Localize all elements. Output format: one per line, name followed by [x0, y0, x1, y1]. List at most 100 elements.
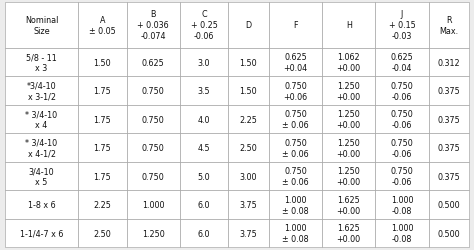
- Text: 0.375: 0.375: [438, 144, 460, 152]
- Bar: [428, 191, 469, 219]
- Bar: [228, 162, 269, 191]
- Bar: [180, 77, 228, 106]
- Bar: [180, 162, 228, 191]
- Bar: [269, 219, 322, 248]
- Bar: [322, 77, 375, 106]
- Bar: [5, 219, 78, 248]
- Text: 1-8 x 6: 1-8 x 6: [28, 200, 55, 209]
- Text: *3/4-10
x 3-1/2: *3/4-10 x 3-1/2: [27, 81, 56, 101]
- Text: 4.5: 4.5: [198, 144, 210, 152]
- Bar: [322, 134, 375, 162]
- Text: 0.750
± 0.06: 0.750 ± 0.06: [282, 138, 309, 158]
- Text: 2.25: 2.25: [239, 115, 257, 124]
- Bar: [78, 162, 127, 191]
- Bar: [78, 49, 127, 77]
- Bar: [127, 106, 180, 134]
- Bar: [180, 49, 228, 77]
- Text: 1.062
+0.00: 1.062 +0.00: [337, 53, 361, 73]
- Bar: [269, 2, 322, 49]
- Text: 3.75: 3.75: [239, 229, 257, 238]
- Text: 2.50: 2.50: [93, 229, 111, 238]
- Text: 0.750
-0.06: 0.750 -0.06: [391, 166, 413, 186]
- Bar: [322, 191, 375, 219]
- Bar: [322, 162, 375, 191]
- Bar: [228, 134, 269, 162]
- Bar: [78, 134, 127, 162]
- Bar: [269, 49, 322, 77]
- Bar: [78, 106, 127, 134]
- Text: 0.500: 0.500: [438, 200, 460, 209]
- Bar: [322, 49, 375, 77]
- Text: 5.0: 5.0: [198, 172, 210, 181]
- Bar: [228, 77, 269, 106]
- Bar: [5, 2, 78, 49]
- Text: 0.375: 0.375: [438, 172, 460, 181]
- Bar: [127, 134, 180, 162]
- Text: * 3/4-10
x 4-1/2: * 3/4-10 x 4-1/2: [26, 138, 58, 158]
- Text: 1.250
+0.00: 1.250 +0.00: [337, 138, 361, 158]
- Text: 1.75: 1.75: [93, 172, 111, 181]
- Bar: [428, 162, 469, 191]
- Text: 3.0: 3.0: [198, 58, 210, 68]
- Text: 3.75: 3.75: [239, 200, 257, 209]
- Text: H: H: [346, 21, 352, 30]
- Bar: [269, 134, 322, 162]
- Bar: [428, 106, 469, 134]
- Bar: [375, 106, 428, 134]
- Text: 1.250: 1.250: [142, 229, 164, 238]
- Text: 6.0: 6.0: [198, 229, 210, 238]
- Bar: [228, 219, 269, 248]
- Bar: [5, 106, 78, 134]
- Text: 1.50: 1.50: [240, 58, 257, 68]
- Bar: [180, 134, 228, 162]
- Text: 3.5: 3.5: [198, 87, 210, 96]
- Text: 1.000
-0.08: 1.000 -0.08: [391, 195, 413, 215]
- Bar: [127, 49, 180, 77]
- Bar: [375, 219, 428, 248]
- Text: B
+ 0.036
-0.074: B + 0.036 -0.074: [137, 10, 169, 41]
- Text: A
± 0.05: A ± 0.05: [89, 16, 116, 36]
- Text: 1.50: 1.50: [240, 87, 257, 96]
- Text: 0.500: 0.500: [438, 229, 460, 238]
- Text: F: F: [293, 21, 298, 30]
- Text: 3.00: 3.00: [240, 172, 257, 181]
- Text: 0.750
± 0.06: 0.750 ± 0.06: [282, 110, 309, 130]
- Text: 2.25: 2.25: [93, 200, 111, 209]
- Bar: [180, 191, 228, 219]
- Bar: [375, 162, 428, 191]
- Text: 0.750: 0.750: [142, 87, 164, 96]
- Bar: [180, 219, 228, 248]
- Bar: [375, 2, 428, 49]
- Text: J
+ 0.15
-0.03: J + 0.15 -0.03: [389, 10, 415, 41]
- Text: 0.750: 0.750: [142, 115, 164, 124]
- Text: 0.375: 0.375: [438, 115, 460, 124]
- Bar: [228, 2, 269, 49]
- Text: 1.75: 1.75: [93, 87, 111, 96]
- Text: 1.625
+0.00: 1.625 +0.00: [337, 223, 361, 243]
- Text: 1.000
-0.08: 1.000 -0.08: [391, 223, 413, 243]
- Text: 0.625
+0.04: 0.625 +0.04: [283, 53, 308, 73]
- Text: 1.50: 1.50: [94, 58, 111, 68]
- Text: Nominal
Size: Nominal Size: [25, 16, 58, 36]
- Bar: [228, 191, 269, 219]
- Text: 0.750: 0.750: [142, 144, 164, 152]
- Text: D: D: [246, 21, 252, 30]
- Text: 6.0: 6.0: [198, 200, 210, 209]
- Bar: [375, 134, 428, 162]
- Text: 1.250
+0.00: 1.250 +0.00: [337, 81, 361, 101]
- Text: 3/4-10
x 5: 3/4-10 x 5: [29, 166, 55, 186]
- Bar: [375, 77, 428, 106]
- Text: 0.750
-0.06: 0.750 -0.06: [391, 138, 413, 158]
- Text: 2.50: 2.50: [239, 144, 257, 152]
- Bar: [428, 134, 469, 162]
- Bar: [127, 191, 180, 219]
- Text: 0.750
-0.06: 0.750 -0.06: [391, 110, 413, 130]
- Bar: [375, 191, 428, 219]
- Bar: [5, 162, 78, 191]
- Text: 0.750
+0.06: 0.750 +0.06: [283, 81, 308, 101]
- Bar: [127, 2, 180, 49]
- Bar: [127, 219, 180, 248]
- Bar: [428, 2, 469, 49]
- Bar: [78, 219, 127, 248]
- Text: 1.75: 1.75: [93, 144, 111, 152]
